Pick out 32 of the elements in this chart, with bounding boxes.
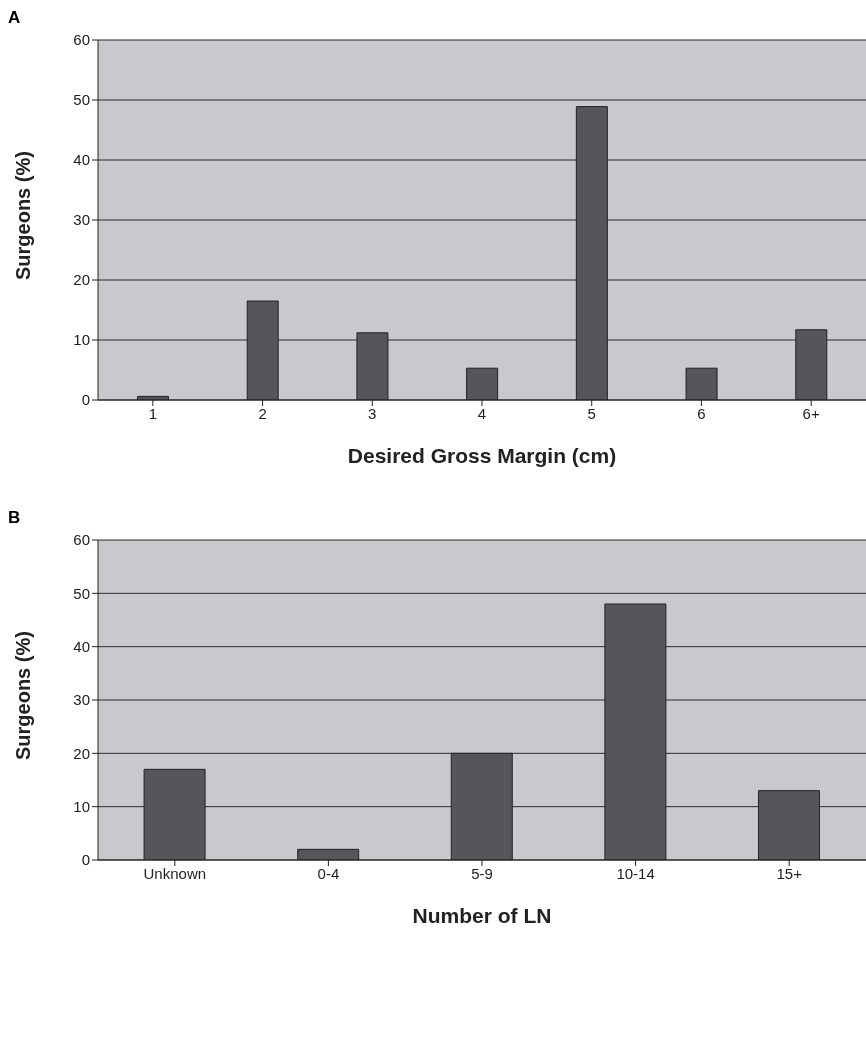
chart-title: A	[8, 8, 22, 29]
x-tick-label: 5-9	[471, 864, 493, 882]
y-tick-label: 30	[73, 211, 90, 229]
y-tick-label: 10	[73, 797, 90, 815]
x-axis-title: Desired Gross Margin (cm)	[346, 444, 618, 468]
x-tick-label: 6	[697, 404, 706, 422]
y-tick-label: 60	[73, 31, 90, 49]
y-tick-label: 30	[73, 691, 90, 709]
chart-title: B	[8, 508, 22, 529]
y-axis-title: Surgeons (%)	[12, 151, 35, 280]
y-tick-label: 60	[73, 531, 90, 549]
x-tick-label: 1	[148, 404, 158, 422]
y-tick-label: 0	[81, 391, 90, 409]
x-tick-label: 5	[587, 404, 596, 422]
y-tick-label: 20	[73, 271, 90, 289]
x-tick-label: 0-4	[317, 864, 340, 882]
y-tick-label: 0	[81, 851, 90, 869]
y-tick-label: 50	[73, 91, 90, 109]
x-tick-label: 4	[477, 404, 487, 422]
x-tick-label: 15+	[776, 864, 803, 882]
x-tick-label: Unknown	[143, 864, 207, 882]
x-tick-label: 6+	[802, 404, 820, 422]
y-tick-label: 20	[73, 744, 90, 762]
y-axis-title: Surgeons (%)	[12, 631, 35, 760]
x-tick-label: 10-14	[616, 864, 655, 882]
y-tick-label: 10	[73, 331, 90, 349]
y-tick-label: 40	[73, 151, 90, 169]
x-tick-label: 2	[258, 404, 267, 422]
y-tick-label: 40	[73, 637, 90, 655]
y-tick-label: 50	[73, 584, 90, 602]
x-tick-label: 3	[368, 404, 377, 422]
x-axis-title: Number of LN	[411, 904, 553, 928]
